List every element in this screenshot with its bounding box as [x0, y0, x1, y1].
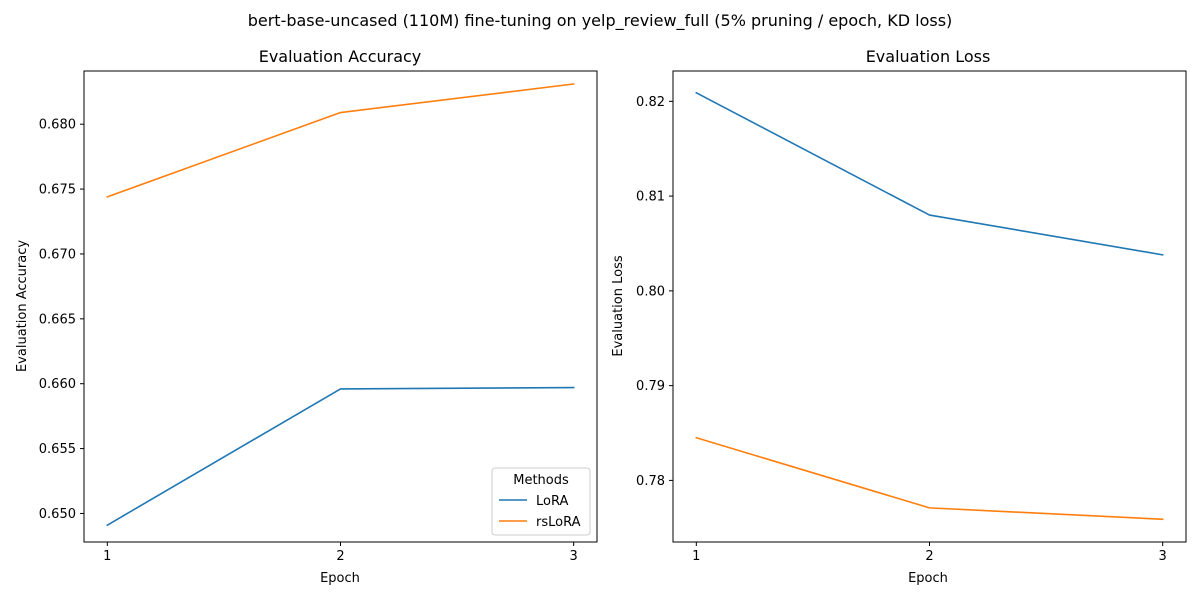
accuracy-y-axis-label: Evaluation Accuracy: [15, 240, 30, 372]
loss-x-tick-label: 3: [1159, 549, 1167, 564]
loss-series-line-lora: [695, 91, 1164, 256]
loss-panel: Evaluation Loss Epoch Evaluation Loss 1 2…: [611, 47, 1187, 586]
loss-y-tick-label: 0.81: [636, 190, 665, 205]
legend-label-lora: LoRA: [536, 494, 568, 509]
legend: Methods LoRA rsLoRA: [491, 467, 591, 536]
accuracy-axes-frame: [83, 70, 598, 543]
loss-y-tick-label: 0.78: [636, 474, 665, 489]
accuracy-x-tick-label: 1: [103, 549, 111, 564]
loss-y-axis-label: Evaluation Loss: [611, 255, 626, 356]
accuracy-x-tick-label: 3: [570, 549, 578, 564]
loss-series-line-rslora: [695, 436, 1164, 521]
accuracy-panel-title: Evaluation Accuracy: [259, 47, 422, 66]
loss-y-tick-label: 0.79: [636, 379, 665, 394]
accuracy-y-tick-label: 0.680: [39, 118, 76, 133]
legend-label-rslora: rsLoRA: [536, 515, 581, 530]
accuracy-y-tick-label: 0.660: [39, 377, 76, 392]
legend-box: [491, 467, 591, 536]
accuracy-series-lines: [106, 83, 575, 527]
accuracy-series-line-rslora: [106, 83, 575, 198]
loss-y-tick-label: 0.80: [636, 284, 665, 299]
legend-title: Methods: [513, 473, 569, 488]
loss-axes-frame: [672, 70, 1187, 543]
figure-suptitle: bert-base-uncased (110M) fine-tuning on …: [248, 11, 953, 31]
accuracy-axis-ticks: 1 2 3 0.650 0.655 0.660 0.665 0.670 0.675 0.680: [39, 118, 578, 564]
accuracy-y-tick-label: 0.665: [39, 312, 76, 327]
accuracy-x-tick-label: 2: [336, 549, 344, 564]
accuracy-y-tick-label: 0.650: [39, 507, 76, 522]
accuracy-panel: Evaluation Accuracy Epoch Evaluation Acc…: [15, 47, 598, 586]
loss-series-lines: [695, 91, 1164, 521]
loss-x-tick-label: 2: [925, 549, 933, 564]
loss-panel-title: Evaluation Loss: [866, 47, 991, 66]
accuracy-y-tick-label: 0.675: [39, 183, 76, 198]
loss-x-axis-label: Epoch: [908, 571, 948, 586]
loss-axis-ticks: 1 2 3 0.78 0.79 0.80 0.81 0.82: [636, 95, 1167, 564]
loss-y-tick-label: 0.82: [636, 95, 665, 110]
accuracy-y-tick-label: 0.670: [39, 247, 76, 262]
accuracy-series-line-lora: [106, 386, 575, 527]
accuracy-y-tick-label: 0.655: [39, 442, 76, 457]
loss-x-tick-label: 1: [692, 549, 700, 564]
accuracy-x-axis-label: Epoch: [320, 571, 360, 586]
